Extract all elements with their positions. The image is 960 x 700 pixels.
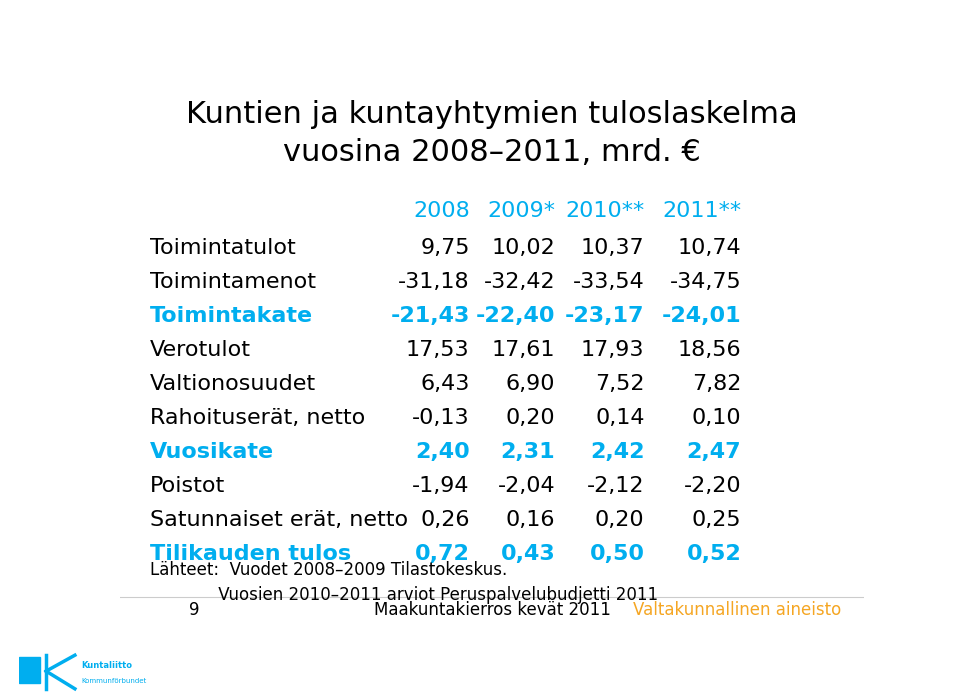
Text: 2008: 2008 bbox=[413, 201, 469, 220]
Text: -2,20: -2,20 bbox=[684, 476, 741, 496]
Text: Maakuntakierros kevät 2011: Maakuntakierros kevät 2011 bbox=[373, 601, 611, 619]
Text: 17,53: 17,53 bbox=[406, 340, 469, 360]
Text: 18,56: 18,56 bbox=[678, 340, 741, 360]
Text: Toimintatulot: Toimintatulot bbox=[150, 239, 296, 258]
Text: 2010**: 2010** bbox=[565, 201, 644, 220]
Text: 0,16: 0,16 bbox=[506, 510, 555, 530]
Text: Poistot: Poistot bbox=[150, 476, 225, 496]
Text: 2,42: 2,42 bbox=[590, 442, 644, 462]
Text: 2,47: 2,47 bbox=[686, 442, 741, 462]
Text: 2011**: 2011** bbox=[662, 201, 741, 220]
Text: -32,42: -32,42 bbox=[484, 272, 555, 293]
Text: 2009*: 2009* bbox=[488, 201, 555, 220]
Text: 7,52: 7,52 bbox=[595, 374, 644, 394]
Text: -22,40: -22,40 bbox=[476, 307, 555, 326]
Text: Rahoituserät, netto: Rahoituserät, netto bbox=[150, 408, 365, 428]
Text: 0,20: 0,20 bbox=[506, 408, 555, 428]
Text: Valtionosuudet: Valtionosuudet bbox=[150, 374, 316, 394]
Text: Satunnaiset erät, netto: Satunnaiset erät, netto bbox=[150, 510, 408, 530]
Text: 0,20: 0,20 bbox=[595, 510, 644, 530]
Text: Tilikauden tulos: Tilikauden tulos bbox=[150, 544, 351, 564]
Text: 9,75: 9,75 bbox=[420, 239, 469, 258]
Bar bbox=[19, 657, 40, 682]
Text: 0,52: 0,52 bbox=[686, 544, 741, 564]
Text: 7,82: 7,82 bbox=[692, 374, 741, 394]
Text: 0,50: 0,50 bbox=[589, 544, 644, 564]
Text: 10,37: 10,37 bbox=[581, 239, 644, 258]
Text: -0,13: -0,13 bbox=[412, 408, 469, 428]
Text: Kommunförbundet: Kommunförbundet bbox=[82, 678, 147, 684]
Text: 2,40: 2,40 bbox=[415, 442, 469, 462]
Text: Kuntaliitto: Kuntaliitto bbox=[82, 662, 132, 670]
Text: -31,18: -31,18 bbox=[398, 272, 469, 293]
Text: Valtakunnallinen aineisto: Valtakunnallinen aineisto bbox=[634, 601, 842, 619]
Text: 6,90: 6,90 bbox=[506, 374, 555, 394]
Text: 17,61: 17,61 bbox=[492, 340, 555, 360]
Text: Toimintakate: Toimintakate bbox=[150, 307, 313, 326]
Text: -2,12: -2,12 bbox=[587, 476, 644, 496]
Text: -24,01: -24,01 bbox=[661, 307, 741, 326]
Text: 0,43: 0,43 bbox=[500, 544, 555, 564]
Text: -2,04: -2,04 bbox=[497, 476, 555, 496]
Text: 10,02: 10,02 bbox=[492, 239, 555, 258]
Text: -33,54: -33,54 bbox=[573, 272, 644, 293]
Text: -1,94: -1,94 bbox=[412, 476, 469, 496]
Text: 0,25: 0,25 bbox=[691, 510, 741, 530]
Text: 0,14: 0,14 bbox=[595, 408, 644, 428]
Text: 10,74: 10,74 bbox=[678, 239, 741, 258]
Text: Vuosikate: Vuosikate bbox=[150, 442, 274, 462]
Text: Toimintamenot: Toimintamenot bbox=[150, 272, 316, 293]
Text: -23,17: -23,17 bbox=[565, 307, 644, 326]
Text: 9: 9 bbox=[189, 601, 200, 619]
Text: 2,31: 2,31 bbox=[500, 442, 555, 462]
Text: 0,10: 0,10 bbox=[691, 408, 741, 428]
Text: 17,93: 17,93 bbox=[581, 340, 644, 360]
Text: Verotulot: Verotulot bbox=[150, 340, 251, 360]
Text: Lähteet:  Vuodet 2008–2009 Tilastokeskus.
             Vuosien 2010–2011 arviot : Lähteet: Vuodet 2008–2009 Tilastokeskus.… bbox=[150, 561, 658, 604]
Text: -21,43: -21,43 bbox=[391, 307, 469, 326]
Text: 6,43: 6,43 bbox=[420, 374, 469, 394]
Text: -34,75: -34,75 bbox=[669, 272, 741, 293]
Text: Kuntien ja kuntayhtymien tuloslaskelma
vuosina 2008–2011, mrd. €: Kuntien ja kuntayhtymien tuloslaskelma v… bbox=[186, 100, 798, 167]
Text: 0,72: 0,72 bbox=[415, 544, 469, 564]
Text: 0,26: 0,26 bbox=[420, 510, 469, 530]
